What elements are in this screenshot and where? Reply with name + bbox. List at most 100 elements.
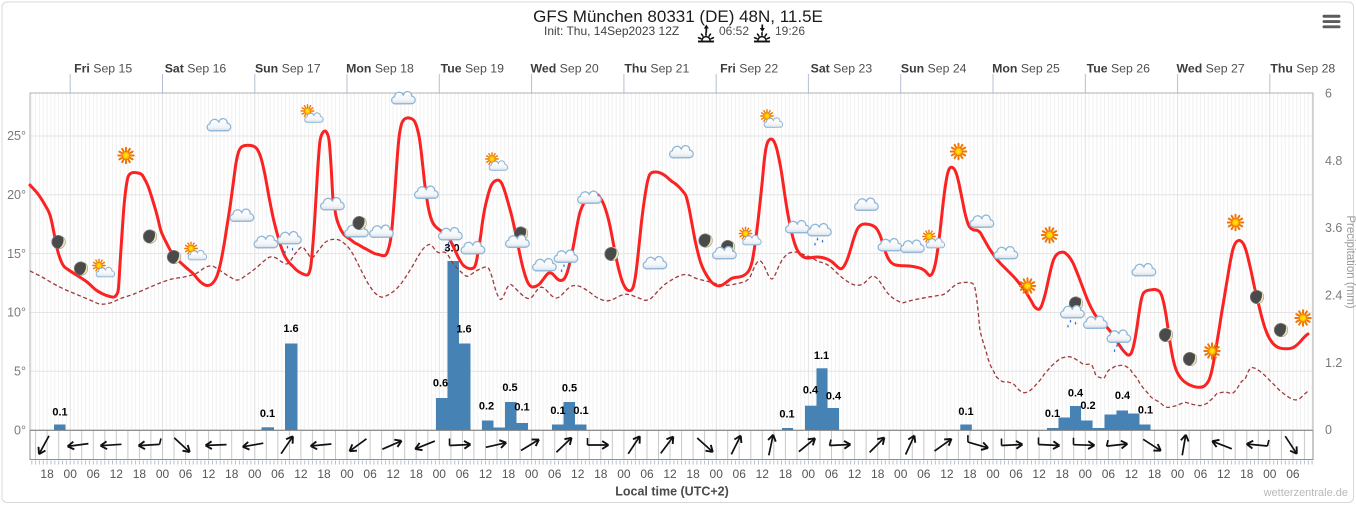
svg-text:0.6: 0.6 <box>433 378 448 390</box>
svg-text:00: 00 <box>525 467 539 481</box>
svg-text:Wed Sep 20: Wed Sep 20 <box>531 62 599 76</box>
svg-text:06: 06 <box>1194 467 1208 481</box>
svg-text:0.1: 0.1 <box>514 402 529 414</box>
svg-text:00: 00 <box>433 467 447 481</box>
svg-text:1.1: 1.1 <box>814 350 829 362</box>
svg-text:0.5: 0.5 <box>502 382 517 394</box>
svg-text:12: 12 <box>848 467 862 481</box>
svg-text:0.1: 0.1 <box>1138 405 1153 417</box>
svg-text:1.2: 1.2 <box>1325 356 1342 370</box>
svg-text:06: 06 <box>1102 467 1116 481</box>
svg-text:12: 12 <box>202 467 216 481</box>
svg-text:0°: 0° <box>14 423 26 437</box>
svg-text:18: 18 <box>1148 467 1162 481</box>
svg-text:06: 06 <box>179 467 193 481</box>
svg-text:18: 18 <box>133 467 147 481</box>
svg-text:0.1: 0.1 <box>550 405 565 417</box>
svg-text:00: 00 <box>1171 467 1185 481</box>
svg-text:12: 12 <box>940 467 954 481</box>
svg-text:06: 06 <box>640 467 654 481</box>
svg-text:18: 18 <box>871 467 885 481</box>
svg-text:06: 06 <box>363 467 377 481</box>
svg-text:Local time (UTC+2): Local time (UTC+2) <box>615 485 729 499</box>
svg-text:18: 18 <box>779 467 793 481</box>
svg-text:15°: 15° <box>7 247 26 261</box>
svg-text:0.2: 0.2 <box>1080 400 1095 412</box>
svg-text:06: 06 <box>87 467 101 481</box>
svg-text:0.1: 0.1 <box>779 409 794 421</box>
svg-text:Thu Sep 28: Thu Sep 28 <box>1270 62 1335 76</box>
svg-text:06: 06 <box>1286 467 1300 481</box>
svg-text:1.6: 1.6 <box>456 324 471 336</box>
svg-text:Thu Sep 21: Thu Sep 21 <box>624 62 689 76</box>
svg-text:00: 00 <box>1079 467 1093 481</box>
svg-text:Mon Sep 18: Mon Sep 18 <box>346 62 414 76</box>
svg-text:12: 12 <box>1217 467 1231 481</box>
svg-text:06: 06 <box>733 467 747 481</box>
svg-text:12: 12 <box>663 467 677 481</box>
svg-text:18: 18 <box>963 467 977 481</box>
svg-text:06: 06 <box>271 467 285 481</box>
svg-text:0.1: 0.1 <box>958 406 973 418</box>
svg-text:Fri Sep 15: Fri Sep 15 <box>74 62 132 76</box>
svg-text:00: 00 <box>248 467 262 481</box>
svg-text:4.8: 4.8 <box>1325 154 1342 168</box>
svg-text:12: 12 <box>479 467 493 481</box>
svg-text:18: 18 <box>594 467 608 481</box>
svg-text:2.4: 2.4 <box>1325 289 1342 303</box>
svg-text:Precipitation (mm): Precipitation (mm) <box>1344 215 1356 308</box>
svg-text:10°: 10° <box>7 306 26 320</box>
svg-text:Sun Sep 17: Sun Sep 17 <box>255 62 321 76</box>
svg-text:Init: Thu, 14Sep2023 12Z: Init: Thu, 14Sep2023 12Z <box>544 24 679 38</box>
svg-text:0.2: 0.2 <box>479 401 494 413</box>
svg-text:00: 00 <box>340 467 354 481</box>
svg-text:wetterzentrale.de: wetterzentrale.de <box>1263 487 1348 499</box>
svg-text:0.4: 0.4 <box>1115 390 1131 402</box>
svg-text:0: 0 <box>1325 423 1332 437</box>
svg-text:00: 00 <box>1263 467 1277 481</box>
svg-text:00: 00 <box>64 467 78 481</box>
svg-text:18: 18 <box>225 467 239 481</box>
svg-text:Sat Sep 23: Sat Sep 23 <box>811 62 873 76</box>
svg-text:Tue Sep 19: Tue Sep 19 <box>441 62 505 76</box>
svg-text:18: 18 <box>686 467 700 481</box>
svg-text:20°: 20° <box>7 188 26 202</box>
svg-text:12: 12 <box>110 467 124 481</box>
svg-text:0.1: 0.1 <box>1045 408 1060 420</box>
svg-text:00: 00 <box>156 467 170 481</box>
svg-text:00: 00 <box>894 467 908 481</box>
svg-text:Fri Sep 22: Fri Sep 22 <box>720 62 778 76</box>
svg-text:18: 18 <box>502 467 516 481</box>
svg-text:18: 18 <box>1056 467 1070 481</box>
svg-text:12: 12 <box>756 467 770 481</box>
svg-text:06: 06 <box>825 467 839 481</box>
svg-text:0.1: 0.1 <box>52 407 67 419</box>
svg-text:12: 12 <box>294 467 308 481</box>
svg-text:19:26: 19:26 <box>775 24 805 38</box>
svg-text:00: 00 <box>802 467 816 481</box>
svg-text:0.1: 0.1 <box>260 408 275 420</box>
svg-text:12: 12 <box>1125 467 1139 481</box>
svg-text:0.4: 0.4 <box>803 385 819 397</box>
svg-text:25°: 25° <box>7 129 26 143</box>
svg-text:18: 18 <box>1240 467 1254 481</box>
svg-text:Mon Sep 25: Mon Sep 25 <box>992 62 1060 76</box>
svg-text:12: 12 <box>1032 467 1046 481</box>
svg-text:18: 18 <box>40 467 54 481</box>
svg-text:00: 00 <box>710 467 724 481</box>
svg-text:06:52: 06:52 <box>719 24 749 38</box>
svg-text:18: 18 <box>317 467 331 481</box>
svg-text:0.5: 0.5 <box>562 383 577 395</box>
svg-text:6: 6 <box>1325 86 1332 100</box>
svg-text:12: 12 <box>571 467 585 481</box>
svg-text:00: 00 <box>617 467 631 481</box>
svg-text:06: 06 <box>456 467 470 481</box>
svg-text:0.1: 0.1 <box>573 405 588 417</box>
svg-text:Tue Sep 26: Tue Sep 26 <box>1087 62 1151 76</box>
svg-text:06: 06 <box>1009 467 1023 481</box>
svg-text:06: 06 <box>917 467 931 481</box>
svg-text:3.6: 3.6 <box>1325 221 1342 235</box>
svg-text:06: 06 <box>548 467 562 481</box>
svg-text:0.4: 0.4 <box>1068 388 1084 400</box>
svg-text:18: 18 <box>410 467 424 481</box>
